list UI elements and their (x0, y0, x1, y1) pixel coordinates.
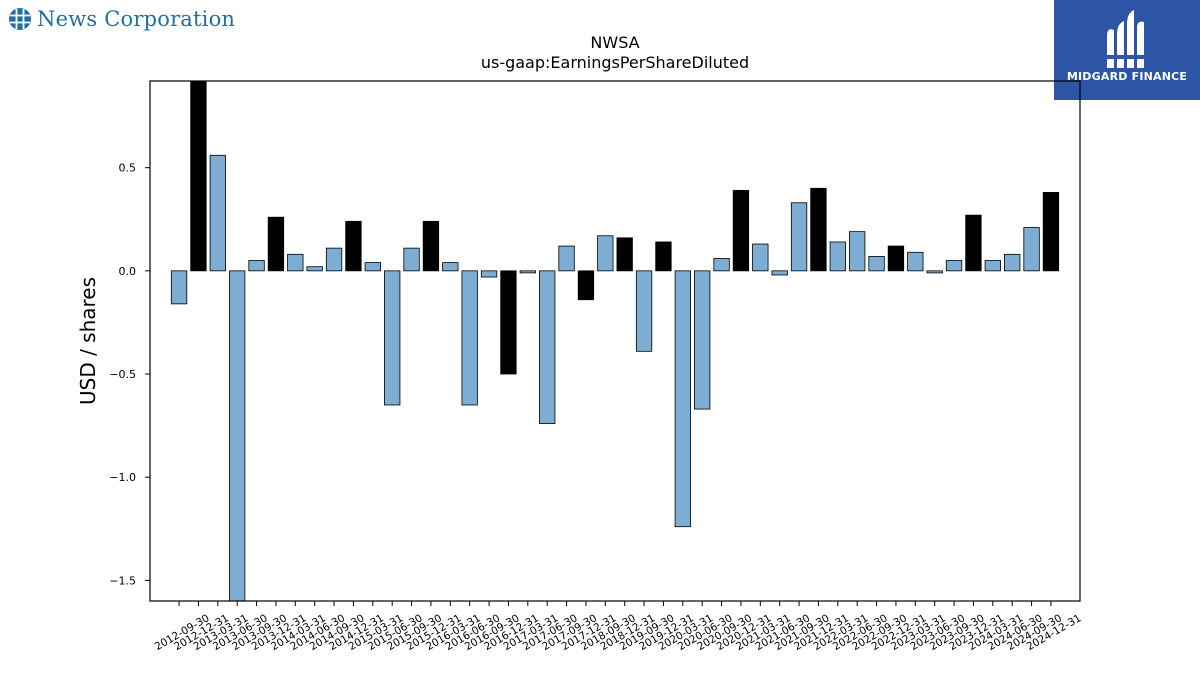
x-axis: 2012-09-302012-12-312013-03-312013-06-30… (153, 601, 1083, 653)
bar-2020-12-31 (732, 189, 750, 272)
y-tick-label: −0.5 (109, 368, 136, 381)
bar-2023-09-30 (945, 260, 963, 272)
bar-2020-03-31 (674, 270, 691, 528)
bar-2018-12-31 (616, 237, 633, 272)
bar-2012-09-30 (170, 270, 188, 305)
bar-2021-09-30 (790, 202, 808, 272)
bar-2024-03-31 (984, 260, 1001, 272)
y-axis-label: USD / shares (76, 277, 100, 405)
bar-2016-12-31 (500, 270, 517, 375)
bar-2020-06-30 (694, 270, 711, 410)
bar-2015-12-31 (422, 220, 440, 272)
bar-2023-03-31 (907, 251, 924, 272)
midgard-badge: MIDGARD FINANCE (1054, 0, 1200, 100)
bar-2015-09-30 (403, 247, 420, 272)
bar-2014-09-30 (325, 247, 343, 272)
axes-layer (149, 80, 1081, 602)
bar-2014-06-30 (306, 266, 323, 272)
bar-2016-03-31 (442, 262, 459, 272)
bar-2019-09-30 (635, 270, 653, 352)
bar-2015-03-31 (364, 262, 381, 272)
bar-2022-06-30 (849, 231, 866, 272)
y-tick-label: −1.0 (109, 471, 136, 484)
y-axis: −1.5 −1.0 −0.5 0.0 0.5 (109, 162, 150, 587)
y-tick-label: 0.0 (119, 265, 137, 278)
bar-2014-03-31 (287, 253, 304, 272)
bar-2017-03-31 (519, 270, 536, 274)
bar-2021-03-31 (752, 243, 769, 272)
bar-2022-12-31 (887, 245, 905, 272)
bar-2023-06-30 (926, 270, 943, 274)
badge-text: MIDGARD FINANCE (1066, 70, 1188, 83)
y-tick-label: 0.5 (119, 162, 137, 175)
bar-2013-12-31 (267, 216, 285, 272)
brand-name: News Corporation (37, 7, 236, 31)
bar-2014-12-31 (345, 220, 362, 272)
brand-header: News Corporation (8, 5, 235, 33)
bar-2022-03-31 (829, 241, 846, 272)
midgard-m-icon (1102, 10, 1150, 69)
bar-2017-06-30 (539, 270, 556, 424)
bar-2024-09-30 (1023, 227, 1040, 272)
bar-2021-06-30 (771, 270, 788, 276)
bar-2015-06-30 (384, 270, 401, 406)
chart-title: NWSA (590, 33, 639, 52)
bar-2017-12-31 (577, 270, 595, 301)
bar-2012-12-31 (190, 81, 207, 272)
y-tick-label: −1.5 (109, 574, 136, 587)
bar-2016-06-30 (461, 270, 478, 406)
bar-2022-09-30 (868, 255, 885, 272)
chart-subtitle: us-gaap:EarningsPerShareDiluted (481, 53, 749, 72)
bar-2019-12-31 (655, 241, 672, 272)
bar-2023-12-31 (965, 214, 982, 272)
bars-layer (170, 81, 1060, 601)
bar-2020-09-30 (713, 258, 730, 272)
bar-2016-09-30 (480, 270, 498, 278)
bar-2024-12-31 (1042, 192, 1060, 272)
bar-2017-09-30 (558, 245, 575, 272)
bar-2013-06-30 (229, 270, 246, 601)
bar-2013-03-31 (209, 154, 226, 272)
plot-frame (149, 80, 1081, 602)
bar-2024-06-30 (1004, 253, 1021, 272)
globe-grid-icon (9, 8, 31, 30)
bar-2021-12-31 (810, 187, 827, 272)
bar-2013-09-30 (248, 260, 265, 272)
bar-2018-09-30 (597, 235, 614, 272)
